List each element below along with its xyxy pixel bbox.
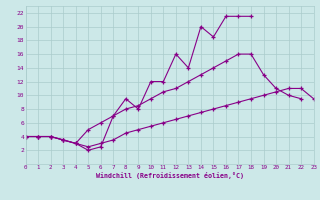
X-axis label: Windchill (Refroidissement éolien,°C): Windchill (Refroidissement éolien,°C) [96, 172, 244, 179]
